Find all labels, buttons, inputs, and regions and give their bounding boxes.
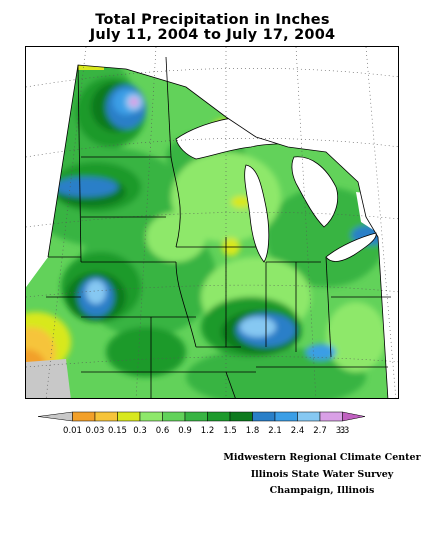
legend-label: 0.3 [133, 426, 147, 436]
color-legend: 0.01 0.03 0.15 0.3 0.6 0.9 1.2 1.5 1.8 2.1 2.4 2.7 3… [38, 411, 366, 436]
legend-swatch [38, 411, 73, 422]
legend-swatch [297, 411, 321, 422]
legend-swatch [117, 411, 141, 422]
legend-swatch [319, 411, 343, 422]
credit-line-2: Illinois State Water Survey [250, 469, 394, 480]
legend-swatch [274, 411, 298, 422]
map-title-line-2: July 11, 2004 to July 17, 2004 [89, 27, 336, 43]
legend-label: 3 [340, 426, 345, 436]
legend-swatch [229, 411, 253, 422]
legend-swatch [72, 411, 96, 422]
legend-label: 2.4 [291, 426, 305, 436]
legend-swatch [139, 411, 163, 422]
credit-line-1: Midwestern Regional Climate Center [223, 452, 421, 463]
legend-swatch [184, 411, 208, 422]
legend-label: 2.7 [313, 426, 327, 436]
graticule [26, 47, 398, 398]
legend-label: 1.8 [246, 426, 260, 436]
legend-swatch [162, 411, 186, 422]
legend-label: 0.03 [86, 426, 105, 436]
legend-swatch [207, 411, 231, 422]
map-canvas [26, 47, 398, 398]
precipitation-map [25, 46, 399, 399]
legend-label: 1.5 [223, 426, 237, 436]
legend-label: 1.2 [201, 426, 215, 436]
legend-swatch [94, 411, 118, 422]
map-title-line-1: Total Precipitation in Inches [95, 12, 330, 28]
state-borders [46, 56, 391, 398]
credit-line-3: Champaign, Illinois [269, 485, 375, 496]
legend-swatch [252, 411, 276, 422]
legend-swatch [342, 411, 366, 422]
legend-label: 0.15 [108, 426, 127, 436]
legend-label: 0.9 [178, 426, 192, 436]
legend-label: 2.1 [268, 426, 282, 436]
legend-label: 0.01 [63, 426, 82, 436]
legend-label: 3.3 [336, 426, 350, 436]
legend-label: 0.6 [156, 426, 170, 436]
